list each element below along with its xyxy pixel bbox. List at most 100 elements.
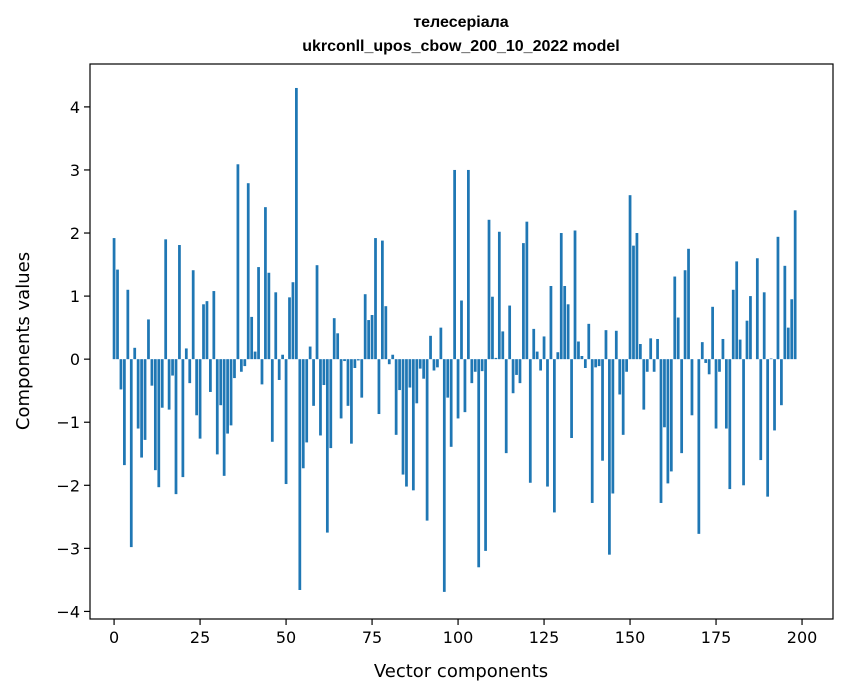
bar-50 (284, 359, 288, 485)
bar-87 (411, 359, 415, 491)
bar-139 (590, 359, 594, 503)
bar-166 (683, 270, 687, 360)
bar-72 (360, 359, 364, 398)
bar-29 (212, 291, 216, 360)
bar-26 (202, 304, 205, 360)
x-tick-label: 200 (787, 628, 818, 647)
x-tick-label: 150 (615, 628, 646, 647)
bar-184 (745, 320, 749, 360)
bar-91 (425, 359, 429, 521)
bar-122 (532, 328, 536, 360)
bar-164 (676, 317, 680, 360)
plot-frame (89, 63, 834, 620)
bar-18 (174, 359, 178, 495)
bar-174 (711, 306, 714, 360)
bar-21 (184, 348, 188, 360)
bar-90 (422, 359, 426, 379)
bar-70 (353, 359, 357, 368)
bar-180 (731, 289, 735, 360)
bar-101 (460, 300, 463, 360)
bar-95 (439, 327, 443, 360)
bar-36 (236, 164, 240, 360)
bar-175 (714, 359, 718, 429)
bar-43 (260, 359, 264, 385)
bar-39 (246, 183, 250, 360)
bar-25 (198, 359, 202, 439)
bar-55 (301, 359, 305, 469)
bar-47 (274, 292, 278, 360)
bar-28 (209, 359, 212, 392)
bar-105 (473, 359, 477, 372)
bar-85 (405, 359, 408, 487)
y-tick-label: 0 (70, 350, 80, 369)
bar-63 (329, 359, 333, 449)
bar-137 (583, 359, 587, 368)
x-tick-label: 125 (529, 628, 560, 647)
x-axis-ticks: 0 25 50 75 100 125 150 175 200 (109, 619, 817, 647)
bar-22 (188, 359, 192, 384)
bar-45 (267, 272, 271, 360)
bar-62 (325, 359, 329, 533)
bar-136 (580, 356, 584, 360)
bar-46 (270, 359, 274, 442)
x-tick-label: 25 (190, 628, 210, 647)
bar-160 (663, 359, 666, 428)
bar-107 (480, 359, 484, 372)
bar-17 (171, 359, 174, 376)
bar-130 (559, 233, 563, 360)
bar-114 (504, 359, 508, 454)
bar-97 (446, 359, 450, 398)
bar-23 (191, 270, 195, 360)
bar-178 (724, 359, 728, 429)
y-axis-ticks: −4 −3 −2 −1 0 1 2 3 4 (56, 98, 90, 621)
bar-193 (776, 236, 780, 360)
bar-134 (573, 230, 577, 360)
bar-32 (222, 359, 226, 476)
bar-13 (157, 359, 161, 488)
bar-12 (153, 359, 157, 471)
bar-167 (687, 248, 690, 360)
bar-179 (728, 359, 732, 490)
bar-140 (594, 359, 598, 368)
bar-75 (370, 315, 374, 360)
x-tick-label: 50 (276, 628, 296, 647)
bar-163 (673, 276, 677, 360)
bar-1 (116, 269, 119, 360)
bar-172 (704, 359, 708, 363)
bar-189 (762, 292, 766, 360)
bar-111 (494, 357, 498, 360)
bar-42 (257, 267, 260, 360)
x-tick-label: 75 (362, 628, 382, 647)
bar-118 (518, 359, 522, 384)
bar-57 (308, 346, 312, 360)
bar-20 (181, 359, 185, 478)
bar-9 (143, 359, 147, 440)
bar-27 (205, 301, 209, 360)
bar-187 (755, 258, 759, 360)
bar-127 (549, 286, 553, 360)
bar-8 (140, 359, 143, 458)
bar-177 (721, 338, 725, 360)
bar-156 (649, 338, 653, 360)
bar-171 (700, 342, 704, 360)
bar-14 (160, 359, 164, 408)
bar-92 (429, 335, 432, 360)
bar-89 (418, 359, 422, 369)
bar-82 (394, 359, 398, 435)
bar-67 (343, 359, 346, 362)
bar-128 (553, 359, 556, 513)
bar-158 (656, 338, 659, 360)
y-tick-label: −3 (56, 539, 80, 558)
bar-181 (735, 261, 739, 360)
bar-19 (178, 245, 181, 360)
bar-53 (295, 87, 298, 360)
bar-115 (508, 305, 512, 360)
bar-192 (773, 359, 776, 431)
bar-170 (697, 359, 701, 534)
bar-56 (305, 359, 309, 443)
bar-197 (790, 299, 794, 360)
y-tick-label: 3 (70, 161, 80, 180)
bar-76 (374, 238, 377, 360)
